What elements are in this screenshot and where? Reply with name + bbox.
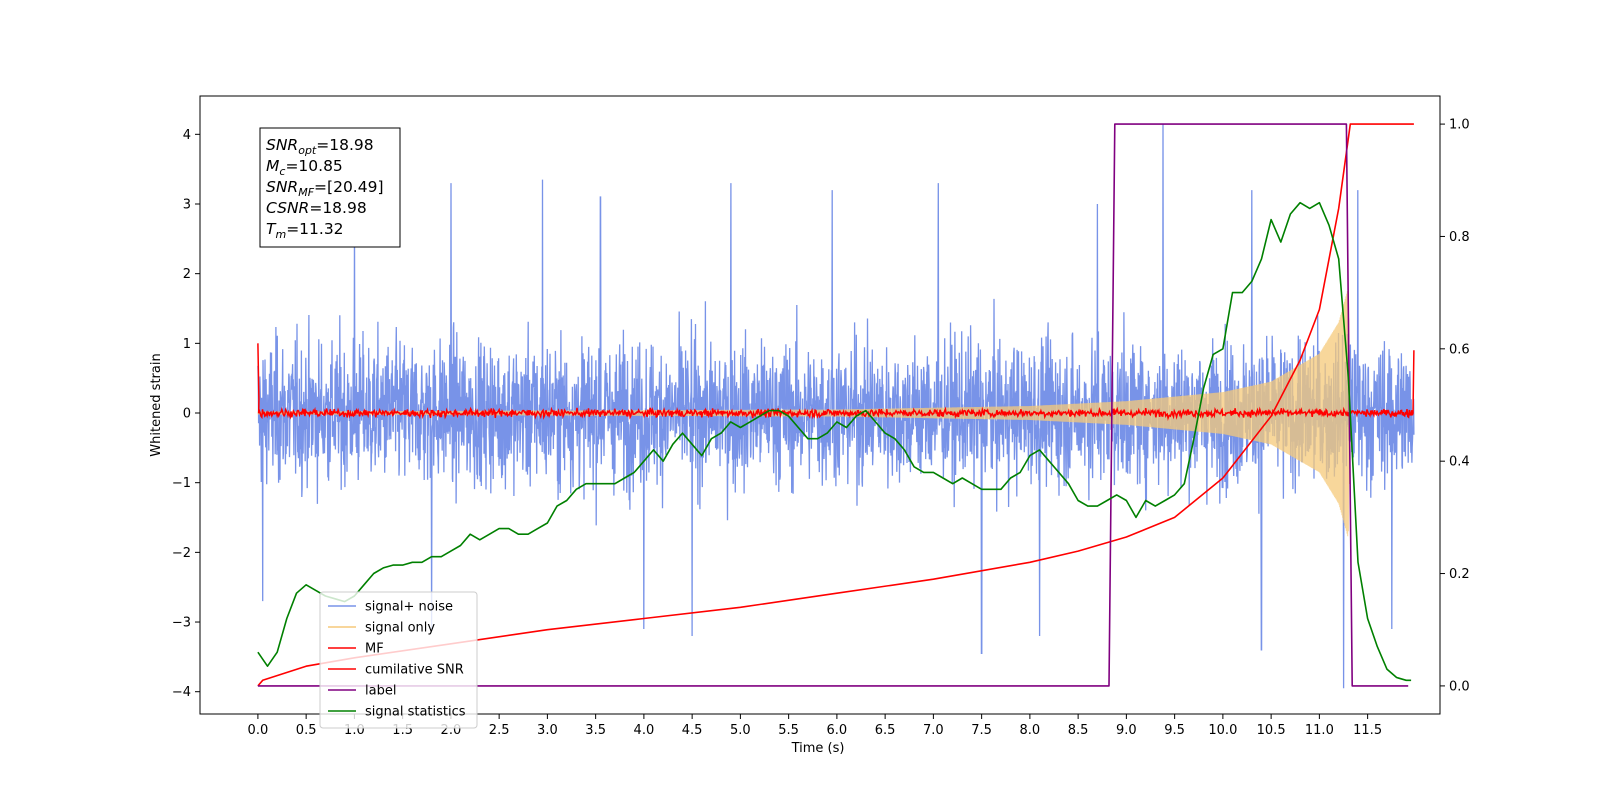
x-tick-label: 9.5 [1164,723,1185,738]
y-axis-left: 4 3 2 1 0 −1 −2 −3 −4 [172,128,200,700]
info-line: CSNR=18.98 [266,199,367,217]
x-tick-label: 0.5 [296,723,317,738]
series-label [257,123,1409,687]
info-subscript: MF [298,186,314,199]
info-value: =11.32 [286,220,343,238]
y-left-tick-label: −4 [172,685,191,700]
y-right-tick-label: 0.2 [1449,567,1470,582]
info-subscript: opt [298,144,317,157]
legend-label: signal only [365,621,435,636]
x-tick-label: 10.5 [1257,723,1286,738]
info-line: Mc=10.85 [266,157,343,178]
y-left-tick-label: 0 [183,407,191,422]
info-symbol: SNR [266,136,298,154]
legend-label: signal+ noise [365,600,453,615]
x-tick-label: 11.5 [1353,723,1382,738]
info-subscript: c [279,165,285,178]
series-signal-only [257,288,1351,537]
x-tick-label: 2.5 [489,723,510,738]
x-tick-label: 6.0 [827,723,848,738]
x-tick-label: 5.0 [730,723,751,738]
x-tick-label: 8.5 [1068,723,1089,738]
plot-frame [199,95,1441,715]
info-symbol: SNR [266,178,298,196]
y-right-tick-label: 1.0 [1449,118,1470,133]
info-subscript: m [275,228,286,241]
info-value: =10.85 [285,157,342,175]
x-tick-label: 7.0 [923,723,944,738]
x-tick-label: 7.5 [971,723,992,738]
info-value: =[20.49] [314,178,383,196]
x-tick-label: 10.0 [1208,723,1237,738]
x-tick-label: 0.0 [248,723,269,738]
y-left-tick-label: −1 [172,476,191,491]
info-line: SNRMF=[20.49] [266,178,384,199]
series-signal-statistics [257,201,1412,682]
x-tick-label: 4.0 [634,723,655,738]
info-box-frame [259,127,401,248]
legend-label: signal statistics [365,705,466,720]
y-left-tick-label: 4 [183,128,191,143]
y-left-tick-label: −3 [172,616,191,631]
y-axis-label: Whitened strain [149,353,164,456]
legend-label: MF [365,642,384,657]
y-right-tick-label: 0.0 [1449,679,1470,694]
y-right-tick-label: 0.6 [1449,342,1470,357]
legend-frame [319,591,478,729]
info-line: SNRopt=18.98 [266,136,374,157]
y-axis-right: 1.0 0.8 0.6 0.4 0.2 0.0 [1440,118,1470,694]
y-right-tick-label: 0.8 [1449,230,1470,245]
y-left-tick-label: 3 [183,197,191,212]
legend-label: cumilative SNR [365,663,464,678]
x-tick-label: 11.0 [1305,723,1334,738]
y-right-tick-label: 0.4 [1449,455,1470,470]
x-tick-label: 9.0 [1116,723,1137,738]
info-value: =18.98 [316,136,373,154]
x-tick-label: 6.5 [875,723,896,738]
legend-label: label [365,684,396,699]
info-symbol: CSNR [266,199,309,217]
y-left-tick-label: −2 [172,546,191,561]
info-box: SNRopt=18.98Mc=10.85SNRMF=[20.49]CSNR=18… [259,127,401,248]
x-tick-label: 8.0 [1020,723,1041,738]
legend: signal+ noise signal only MF cumilative SNR… [319,591,478,729]
x-tick-label: 5.5 [778,723,799,738]
x-tick-label: 3.5 [585,723,606,738]
y-left-tick-label: 2 [183,267,191,282]
info-symbol: T [266,220,277,238]
series-signal-plus-noise [257,123,1415,689]
info-line: Tm=11.32 [266,220,344,241]
x-axis-label: Time (s) [791,741,845,756]
x-tick-label: 4.5 [682,723,703,738]
series-mf [257,343,1415,421]
info-symbol: M [266,157,279,175]
x-tick-label: 3.0 [537,723,558,738]
info-value: =18.98 [309,199,366,217]
y-left-tick-label: 1 [183,337,191,352]
